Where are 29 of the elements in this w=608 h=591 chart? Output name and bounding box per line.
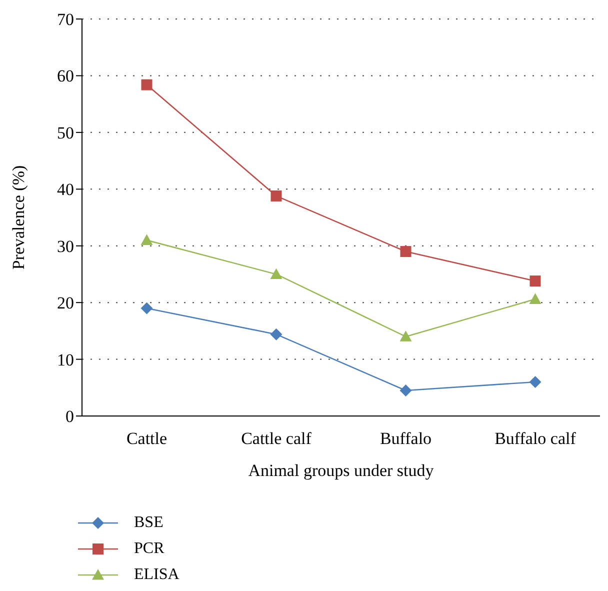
legend-label: ELISA <box>134 566 180 584</box>
point <box>140 234 153 245</box>
y-tick-label: 60 <box>57 66 74 86</box>
point <box>529 293 542 304</box>
y-tick-label: 20 <box>57 294 74 313</box>
y-axis-title: Prevalence (%) <box>9 165 28 270</box>
point <box>400 246 412 258</box>
x-tick-label: Cattle calf <box>241 429 312 448</box>
legend-label: BSE <box>134 514 164 532</box>
point <box>141 79 152 90</box>
y-tick-label: 50 <box>57 123 74 142</box>
y-tick-label: 40 <box>57 180 74 200</box>
x-axis-title: Animal groups under study <box>248 461 434 480</box>
point <box>270 268 282 280</box>
y-tick-label: 0 <box>66 407 74 426</box>
point <box>400 330 412 342</box>
point <box>270 190 282 202</box>
y-tick-label: 30 <box>57 236 74 256</box>
legend-label: PCR <box>134 540 164 558</box>
x-tick-label: Buffalo <box>380 429 432 448</box>
x-tick-label: Buffalo calf <box>494 429 576 448</box>
point <box>529 376 542 388</box>
point <box>270 328 282 340</box>
y-tick-label: 10 <box>57 350 74 370</box>
y-tick-label: 70 <box>57 10 74 30</box>
point <box>530 276 541 287</box>
point <box>400 384 412 396</box>
point <box>140 302 153 314</box>
x-tick-label: Cattle <box>126 429 168 448</box>
